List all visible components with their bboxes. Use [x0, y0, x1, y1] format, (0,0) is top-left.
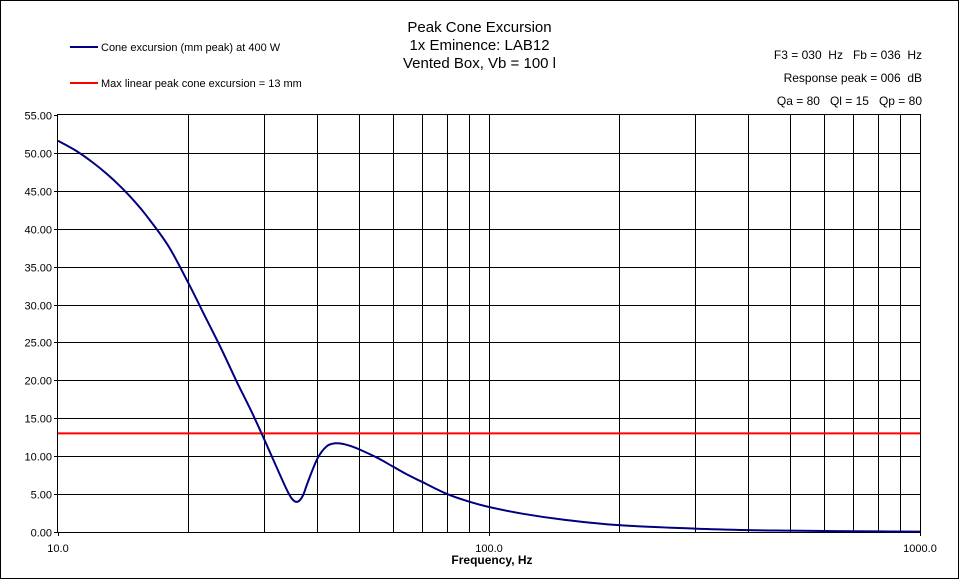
y-tick-label: 15.00	[24, 414, 52, 426]
chart-title-line-2: 1x Eminence: LAB12	[409, 37, 550, 54]
x-tick-label: 1000.0	[903, 543, 937, 555]
y-tick-label: 0.00	[31, 528, 52, 540]
series-line-excursion	[57, 139, 921, 533]
y-tick-label: 20.00	[24, 376, 52, 388]
legend-entry-excursion: Cone excursion (mm peak) at 400 W	[70, 41, 280, 55]
legend-label-excursion: Cone excursion (mm peak) at 400 W	[101, 42, 281, 54]
chart-title-line-3: Vented Box, Vb = 100 l	[402, 55, 557, 72]
y-tick-label: 50.00	[24, 149, 52, 161]
data-series	[57, 139, 921, 533]
y-tick-label: 25.00	[24, 338, 52, 350]
y-tick-label: 40.00	[24, 225, 52, 237]
x-tick-label: 10.0	[47, 543, 68, 555]
info-f3-fb: F3 = 030 Hz Fb = 036 Hz	[773, 48, 922, 62]
y-tick-label: 45.00	[24, 187, 52, 199]
y-tick-label: 35.00	[24, 263, 52, 275]
y-tick-label: 30.00	[24, 301, 52, 313]
grid-lines	[54, 115, 921, 536]
tick-labels: 0.00 5.00 10.00 15.00 20.00 25.00 30.00 35.00 40…	[24, 111, 936, 556]
info-response-peak: Response peak = 006 dB	[783, 71, 922, 85]
legend-swatch-max-linear	[70, 82, 98, 85]
legend-entry-max-linear: Max linear peak cone excursion = 13 mm	[70, 77, 302, 91]
legend-swatch-excursion	[70, 46, 98, 49]
y-tick-label: 5.00	[31, 490, 52, 502]
y-tick-label: 55.00	[24, 111, 52, 123]
chart-title-line-1: Peak Cone Excursion	[407, 19, 552, 36]
info-q-values: Qa = 80 Ql = 15 Qp = 80	[776, 94, 922, 108]
x-tick-label: 100.0	[475, 543, 503, 555]
x-axis-label: Frequency, Hz	[451, 553, 533, 567]
y-tick-label: 10.00	[24, 452, 52, 464]
legend-label-max-linear: Max linear peak cone excursion = 13 mm	[101, 78, 302, 90]
